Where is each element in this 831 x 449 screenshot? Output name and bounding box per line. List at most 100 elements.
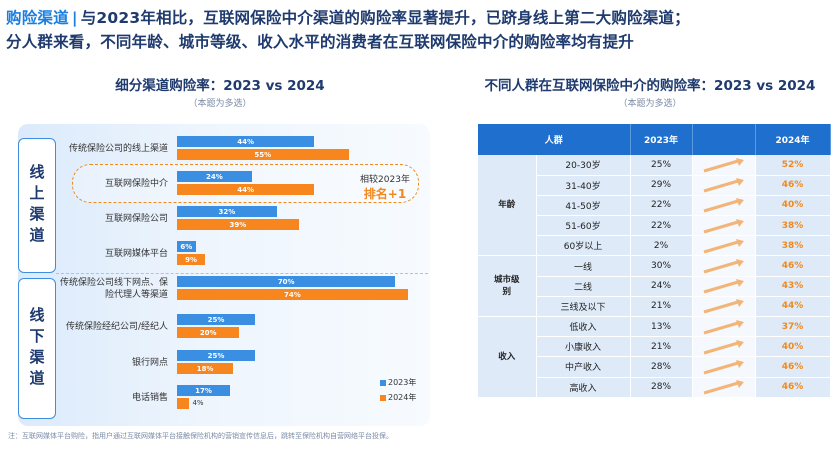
segment-cell: 二线 bbox=[536, 276, 631, 297]
table-row: 中产收入 28% 46% bbox=[478, 356, 831, 378]
value-2024-cell: 43% bbox=[755, 276, 831, 297]
category-label: 传统保险经纪公司/经纪人 bbox=[65, 322, 168, 332]
increase-arrow-icon bbox=[692, 296, 756, 318]
segment-cell: 31-40岁 bbox=[536, 175, 631, 196]
table-row: 小康收入 21% 40% bbox=[478, 336, 831, 358]
left-chart-title: 细分渠道购险率：2023 vs 2024 bbox=[115, 78, 325, 94]
value-2023-cell: 13% bbox=[630, 316, 693, 338]
increase-arrow-icon bbox=[692, 255, 756, 277]
bar-2023: 25% bbox=[177, 350, 255, 361]
segment-cell: 小康收入 bbox=[536, 336, 631, 358]
value-2023-cell: 2% bbox=[630, 235, 693, 257]
online-channel-band: 线上渠道 bbox=[18, 138, 56, 273]
legend-2024-swatch bbox=[380, 394, 386, 401]
increase-arrow-icon bbox=[692, 316, 756, 338]
bar-2024: 39% bbox=[177, 219, 299, 230]
headline: 购险渠道 | 与2023年相比，互联网保险中介渠道的购险率显著提升，已跻身线上第二大… bbox=[6, 6, 826, 54]
segment-cell: 一线 bbox=[536, 255, 631, 277]
value-2024-cell: 44% bbox=[755, 296, 831, 318]
bar-2023: 17% bbox=[177, 385, 231, 396]
category-label: 互联网保险公司 bbox=[104, 214, 168, 224]
value-2024-cell: 40% bbox=[755, 336, 831, 358]
bar-2024 bbox=[177, 398, 190, 409]
segment-cell: 51-60岁 bbox=[536, 215, 631, 237]
value-2023-cell: 30% bbox=[630, 255, 693, 277]
col-header-2024: 2024年 bbox=[755, 124, 831, 155]
segment-cell: 20-30岁 bbox=[536, 155, 631, 176]
table-row: 二线 24% 43% bbox=[478, 276, 831, 297]
category-label: 银行网点 bbox=[131, 358, 168, 368]
value-2023-cell: 28% bbox=[630, 377, 693, 398]
table-row: 高收入 28% 46% bbox=[478, 377, 831, 398]
right-table-subtitle: （本题为多选） bbox=[618, 99, 682, 109]
value-2023-cell: 24% bbox=[630, 276, 693, 297]
value-2023-cell: 21% bbox=[630, 336, 693, 358]
value-2023-cell: 22% bbox=[630, 195, 693, 217]
category-label: 传统保险公司的线上渠道 bbox=[68, 144, 168, 154]
table-row: 城市级别 一线 30% 46% bbox=[478, 255, 831, 317]
bar-2023: 32% bbox=[177, 206, 277, 217]
category-label: 互联网保险中介 bbox=[104, 179, 168, 189]
increase-arrow-icon bbox=[692, 235, 756, 257]
bar-2024: 55% bbox=[177, 149, 349, 160]
col-header-arrow bbox=[692, 124, 756, 155]
bar-2023: 70% bbox=[177, 276, 396, 287]
increase-arrow-icon bbox=[692, 215, 756, 237]
bar-2024: 9% bbox=[177, 254, 206, 265]
increase-arrow-icon bbox=[692, 155, 756, 176]
table-row: 41-50岁 22% 40% bbox=[478, 195, 831, 217]
bar-2024: 74% bbox=[177, 289, 408, 300]
table-row: 31-40岁 29% 46% bbox=[478, 175, 831, 196]
table-row: 51-60岁 22% 38% bbox=[478, 215, 831, 237]
value-2024-cell: 46% bbox=[755, 255, 831, 277]
category-label: 互联网媒体平台 bbox=[104, 249, 168, 259]
value-2023-cell: 25% bbox=[630, 155, 693, 176]
online-offline-divider bbox=[56, 273, 428, 274]
segment-cell: 高收入 bbox=[536, 377, 631, 398]
value-2024-cell: 38% bbox=[755, 235, 831, 257]
bar-2023: 24% bbox=[177, 171, 252, 182]
group-cell: 年龄 bbox=[478, 155, 537, 257]
increase-arrow-icon bbox=[692, 356, 756, 378]
value-2024-cell: 46% bbox=[755, 377, 831, 398]
value-2023-cell: 22% bbox=[630, 215, 693, 237]
right-table-title: 不同人群在互联网保险中介的购险率：2023 vs 2024 bbox=[484, 78, 816, 94]
col-header-2023: 2023年 bbox=[630, 124, 693, 155]
value-2024-cell: 37% bbox=[755, 316, 831, 338]
increase-arrow-icon bbox=[692, 175, 756, 196]
table-row: 60岁以上 2% 38% bbox=[478, 235, 831, 257]
legend-2023: 2023年 bbox=[380, 377, 416, 388]
increase-arrow-icon bbox=[692, 276, 756, 297]
audience-table: 人群 2023年 2024年 年龄 20-30岁 25% 52% 31-40岁 29% 46… bbox=[478, 124, 831, 398]
headline-line-1: 与2023年相比，互联网保险中介渠道的购险率显著提升，已跻身线上第二大购险渠道； bbox=[80, 9, 690, 27]
value-2023-cell: 29% bbox=[630, 175, 693, 196]
segment-cell: 中产收入 bbox=[536, 356, 631, 378]
table-row: 年龄 20-30岁 25% 52% bbox=[478, 155, 831, 257]
table-row: 收入 低收入 13% 37% bbox=[478, 316, 831, 398]
headline-line-2: 分人群来看，不同年龄、城市等级、收入水平的消费者在互联网保险中介的购险率均有提升 bbox=[6, 33, 635, 51]
highlight-box bbox=[72, 164, 419, 203]
segment-cell: 60岁以上 bbox=[536, 235, 631, 257]
category-label: 传统保险公司线下网点、保险代理人等渠道 bbox=[59, 278, 168, 300]
legend-2023-swatch bbox=[380, 379, 386, 386]
legend-2024: 2024年 bbox=[380, 392, 416, 403]
footnote: 注：互联网媒体平台购险，指用户通过互联网媒体平台接触保险机构的营销宣传信息后，跳… bbox=[8, 432, 393, 440]
segment-cell: 低收入 bbox=[536, 316, 631, 338]
group-cell: 城市级别 bbox=[478, 255, 537, 317]
value-2024-cell: 46% bbox=[755, 356, 831, 378]
headline-separator: | bbox=[71, 9, 78, 27]
table-row: 三线及以下 21% 44% bbox=[478, 296, 831, 318]
value-2023-cell: 28% bbox=[630, 356, 693, 378]
segment-cell: 三线及以下 bbox=[536, 296, 631, 318]
increase-arrow-icon bbox=[692, 195, 756, 217]
rank-note-line-1: 相较2023年 bbox=[360, 175, 410, 185]
offline-channel-band: 线下渠道 bbox=[18, 278, 56, 419]
bar-value-label: 4% bbox=[192, 399, 204, 407]
bar-2024: 20% bbox=[177, 327, 240, 338]
group-cell: 收入 bbox=[478, 316, 537, 398]
bar-2024: 44% bbox=[177, 184, 315, 195]
category-label: 电话销售 bbox=[131, 393, 168, 403]
rank-note: 相较2023年 排名+1 bbox=[350, 172, 420, 202]
increase-arrow-icon bbox=[692, 377, 756, 398]
bar-2024: 18% bbox=[177, 363, 234, 374]
